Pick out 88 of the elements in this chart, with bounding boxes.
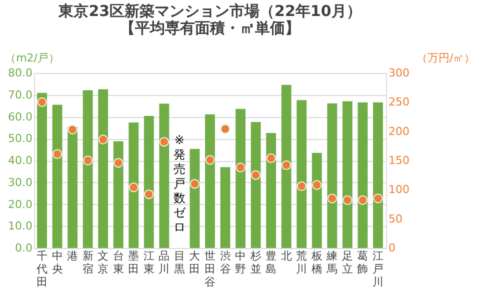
y-tick-label: 50.0	[8, 132, 32, 146]
point	[236, 162, 246, 172]
bar	[236, 108, 246, 248]
bar	[68, 126, 78, 248]
x-tick-label: 台東	[112, 250, 124, 276]
bar	[266, 132, 276, 248]
y2-tick-label: 50	[388, 212, 402, 226]
point	[37, 97, 47, 107]
point	[83, 156, 93, 166]
point	[159, 137, 170, 147]
y2-tick-label: 0	[388, 242, 396, 254]
bar	[37, 92, 47, 248]
point	[52, 149, 62, 159]
bar	[342, 101, 352, 248]
y-tick-label: 60.0	[8, 110, 32, 124]
x-tick-label: 世田谷	[204, 250, 216, 288]
y2-tick-label: 150	[388, 154, 410, 167]
point	[282, 160, 292, 170]
point	[220, 124, 230, 134]
bar	[190, 148, 200, 248]
x-tick-label: 千代田	[36, 250, 48, 288]
x-tick-label: 中野	[235, 250, 246, 276]
bar	[98, 89, 108, 248]
x-tick-label: 葛飾	[357, 250, 368, 276]
point	[373, 194, 383, 204]
point	[114, 158, 124, 168]
x-tick-label: 港	[67, 250, 78, 262]
point	[327, 194, 337, 204]
x-tick-label: 板橋	[310, 250, 322, 276]
bar	[82, 90, 93, 248]
y-tick-label: 20.0	[8, 198, 32, 211]
point	[342, 195, 352, 205]
y2-axis-title: （万円/㎡）	[416, 52, 476, 64]
bar	[205, 114, 215, 248]
x-tick-label: 北	[280, 250, 292, 262]
y2-tick-label: 250	[388, 96, 410, 109]
bar	[281, 84, 292, 248]
x-tick-label: 墨田	[128, 250, 140, 276]
x-tick-label: 新宿	[82, 250, 94, 276]
bar	[327, 103, 338, 248]
point	[358, 195, 368, 205]
bar	[144, 116, 154, 248]
y2-tick-label: 100	[388, 183, 410, 196]
point	[205, 155, 215, 165]
bar	[220, 167, 230, 248]
x-tick-label: 品川	[158, 250, 170, 276]
x-tick-label: 練馬	[326, 250, 338, 276]
bar	[52, 104, 62, 248]
point	[266, 153, 276, 163]
x-tick-label: 杉並	[249, 250, 262, 276]
y-tick-label: 30.0	[8, 176, 32, 189]
y2-tick-label: 200	[388, 124, 410, 138]
x-tick-label: 江東	[143, 250, 154, 276]
x-tick-label: 中央	[52, 250, 63, 276]
bar	[159, 104, 170, 248]
bar	[128, 122, 139, 248]
x-tick-label: 目黒	[174, 250, 185, 276]
point	[250, 170, 261, 180]
bar	[250, 122, 261, 248]
x-tick-label: 荒川	[296, 250, 308, 276]
bar	[113, 141, 124, 248]
bar	[358, 102, 368, 248]
x-tick-label: 足立	[342, 250, 353, 276]
bar	[373, 102, 383, 248]
y-axis-title: （m2/戸）	[5, 52, 60, 64]
x-tick-label: 豊島	[266, 250, 277, 276]
x-tick-label: 渋谷	[220, 250, 231, 276]
y-tick-label: 80.0	[8, 66, 32, 80]
point	[190, 179, 200, 189]
y-tick-label: 40.0	[8, 154, 32, 167]
chart-title: 東京23区新築マンション市場（22年10月）	[58, 2, 362, 20]
point	[296, 181, 306, 191]
y-tick-label: 0.0	[15, 242, 32, 254]
point	[68, 124, 78, 134]
point	[312, 180, 322, 190]
y-tick-label: 10.0	[8, 220, 32, 233]
chart-subtitle: 【平均専有面積・㎡単価】	[120, 19, 300, 37]
point	[128, 182, 138, 192]
x-tick-label: 江戸川	[372, 250, 384, 288]
x-tick-label: 大田	[189, 250, 200, 276]
annotation: ※発売戸数ゼロ	[173, 133, 186, 234]
point	[144, 190, 154, 200]
y-tick-label: 70.0	[8, 88, 32, 102]
bar	[312, 152, 322, 248]
x-tick-label: 文京	[98, 250, 109, 276]
bar	[296, 100, 307, 248]
y2-tick-label: 300	[388, 66, 410, 80]
point	[98, 134, 108, 144]
